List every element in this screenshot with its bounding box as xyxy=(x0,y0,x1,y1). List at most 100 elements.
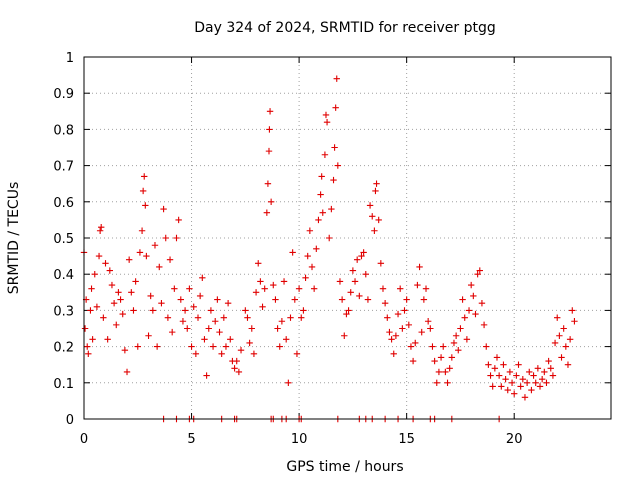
y-tick-label: 0.8 xyxy=(53,123,74,138)
data-point xyxy=(255,260,262,267)
data-point xyxy=(81,325,89,332)
grid xyxy=(84,57,611,419)
axis-ticks: 00.10.20.30.40.50.60.70.80.910 5 10 15 20 xyxy=(53,51,611,447)
data-point xyxy=(244,314,251,321)
data-point xyxy=(171,285,178,292)
data-point xyxy=(569,307,576,314)
data-point xyxy=(132,278,139,285)
data-point xyxy=(139,187,147,195)
y-tick-label: 1 xyxy=(66,51,74,66)
data-point xyxy=(519,375,527,383)
data-point xyxy=(88,285,95,292)
x-axis-label: GPS time / hours xyxy=(286,459,403,475)
plot-frame xyxy=(83,56,612,420)
data-point xyxy=(121,347,129,354)
data-point xyxy=(330,176,337,184)
data-point xyxy=(564,361,572,368)
data-point xyxy=(85,350,92,358)
data-point xyxy=(448,354,456,361)
y-tick-label: 0 xyxy=(66,413,74,428)
data-point xyxy=(317,191,324,198)
data-point xyxy=(237,347,245,354)
data-point xyxy=(401,307,408,314)
data-point xyxy=(261,285,268,292)
data-point xyxy=(315,216,322,224)
data-point xyxy=(478,299,486,307)
data-point xyxy=(173,234,180,242)
data-point xyxy=(360,249,367,256)
data-point xyxy=(353,256,361,263)
data-point xyxy=(372,187,379,195)
data-point xyxy=(431,357,438,365)
data-point xyxy=(513,372,520,379)
data-point xyxy=(100,314,107,321)
data-point xyxy=(457,325,464,332)
data-point xyxy=(392,332,400,339)
data-point xyxy=(274,325,281,332)
data-point xyxy=(216,328,223,336)
data-point xyxy=(526,368,533,376)
data-point xyxy=(298,314,305,321)
data-point xyxy=(487,372,494,379)
data-point xyxy=(322,111,330,119)
data-point xyxy=(386,328,393,336)
y-tick-label: 0.9 xyxy=(53,87,74,102)
data-point xyxy=(123,368,131,376)
data-point xyxy=(119,310,126,318)
data-point xyxy=(138,227,146,234)
chart-title: Day 324 of 2024, SRMTID for receiver ptg… xyxy=(194,20,496,36)
data-point xyxy=(515,361,522,368)
data-point xyxy=(134,343,141,350)
data-point xyxy=(289,249,296,256)
data-point xyxy=(278,318,286,325)
data-point xyxy=(332,104,339,111)
data-point xyxy=(506,368,514,376)
data-point xyxy=(259,303,266,310)
data-point xyxy=(156,263,163,271)
data-point xyxy=(435,368,443,376)
data-point xyxy=(446,365,453,372)
data-point xyxy=(351,278,359,285)
data-point xyxy=(409,357,417,365)
data-point xyxy=(266,126,273,133)
data-point xyxy=(429,343,436,350)
data-point xyxy=(489,383,496,390)
data-point xyxy=(212,318,219,325)
data-point xyxy=(485,361,492,368)
data-point xyxy=(465,307,473,314)
data-point xyxy=(257,278,264,285)
data-point xyxy=(412,339,419,347)
data-point xyxy=(336,278,344,285)
data-point xyxy=(463,336,471,343)
data-point xyxy=(566,336,574,343)
data-point xyxy=(437,354,445,361)
data-point xyxy=(166,256,174,263)
data-point xyxy=(168,328,176,336)
data-point xyxy=(95,252,103,260)
data-point xyxy=(343,310,350,318)
data-point xyxy=(295,285,303,292)
data-point xyxy=(110,299,118,307)
data-point xyxy=(128,289,135,296)
data-point xyxy=(179,318,187,325)
data-point xyxy=(547,365,554,372)
data-point xyxy=(201,336,208,343)
data-point xyxy=(405,321,413,329)
data-point xyxy=(272,296,279,303)
data-point xyxy=(450,339,458,347)
data-point xyxy=(306,227,314,234)
data-point xyxy=(231,365,238,372)
data-point xyxy=(106,267,114,274)
y-tick-label: 0.3 xyxy=(53,304,74,319)
data-point xyxy=(373,180,380,187)
data-point xyxy=(551,339,559,347)
data-point xyxy=(538,375,546,383)
data-point xyxy=(476,267,483,274)
data-point xyxy=(196,292,204,300)
data-point xyxy=(248,325,255,332)
data-point xyxy=(364,296,372,303)
data-point xyxy=(416,263,423,271)
data-point xyxy=(186,285,193,292)
y-axis-label: SRMTID / TECUs xyxy=(6,182,22,295)
